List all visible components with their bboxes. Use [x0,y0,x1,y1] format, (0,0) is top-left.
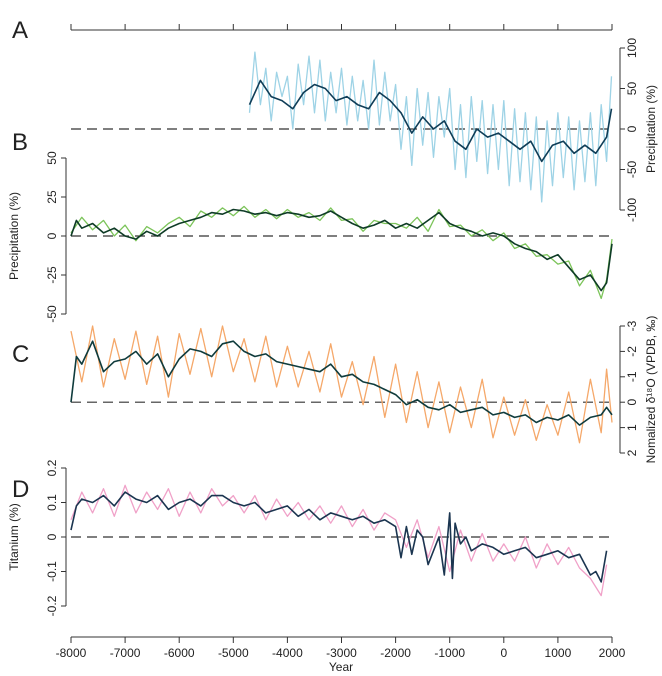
panel-d: D 0.2 0.1 0 -0.1 -0.2 Titanium (%) [7,459,612,616]
top-axis-ticks [70,24,613,30]
y-tick-label-d: 0.2 [45,459,59,476]
x-tick-label: -3000 [326,646,357,660]
y-tick-label-c: -2 [625,346,639,357]
y-tick-label-b: 0 [45,232,59,239]
smoothed-series-b [70,208,613,292]
y-axis-title-d: Titanium (%) [7,503,21,571]
y-tick-label-c: 0 [625,399,639,406]
smoothed-series-d [70,491,608,583]
top-axis [70,24,613,31]
y-tick-label-d: 0 [45,533,59,540]
panel-label-a: A [12,17,28,44]
x-axis-title: Year [329,660,353,674]
y-axis-title-a: Precipitation (%) [644,85,658,173]
y-tick-label-a: 0 [625,125,639,132]
x-axis: -8000 -7000 -6000 -5000 -4000 -3000 -2000 -1000… [56,636,626,674]
y-tick-label-c: -1 [625,371,639,382]
y-tick-label-b: -50 [45,305,59,323]
panel-label-d: D [12,476,29,503]
y-tick-label-c: 1 [625,424,639,431]
x-tick-label: -5000 [218,646,249,660]
x-axis-ticks: -8000 -7000 -6000 -5000 -4000 -3000 -2000 -1000… [56,637,626,660]
x-tick-label: -8000 [56,646,87,660]
y-tick-label-b: 25 [45,190,59,204]
y-tick-label-a: 100 [625,38,639,58]
smoothed-series-c [70,340,613,426]
y-axis-title-c: Nomalized δ¹⁸O (VPDB, ‰) [644,316,658,464]
raw-series-c [70,325,613,444]
raw-series-b [70,205,613,300]
panel-label-c: C [12,341,29,368]
x-tick-label: -6000 [164,646,195,660]
y-tick-label-a: -100 [625,198,639,222]
y-tick-label-d: 0.1 [45,494,59,511]
x-tick-label: 0 [500,646,507,660]
y-tick-label-a: -50 [625,161,639,179]
panel-label-b: B [12,129,28,156]
raw-series-d [70,484,608,597]
y-tick-label-b: 50 [45,151,59,165]
panel-c: C -3 -2 -1 0 1 2 Nomalized δ¹⁸O (VPDB, ‰) [12,316,658,464]
panel-a: A 100 50 0 -50 -100 Precipitation (%) [12,17,658,222]
x-tick-label: -1000 [434,646,465,660]
x-tick-label: 2000 [599,646,626,660]
y-tick-label-c: 2 [625,449,639,456]
x-tick-label: -2000 [380,646,411,660]
smoothed-series-a [248,79,613,163]
raw-series-a [248,51,613,203]
y-tick-label-c: -3 [625,320,639,331]
y-axis-title-b: Precipitation (%) [7,192,21,280]
y-tick-label-a: 50 [625,82,639,96]
panel-b: B 50 25 0 -25 -50 Precipitation (%) [7,129,613,323]
x-tick-label: -4000 [272,646,303,660]
x-tick-label: 1000 [545,646,572,660]
y-tick-label-d: -0.1 [45,561,59,582]
y-tick-label-d: -0.2 [45,595,59,616]
y-tick-label-b: -25 [45,266,59,284]
x-tick-label: -7000 [110,646,141,660]
